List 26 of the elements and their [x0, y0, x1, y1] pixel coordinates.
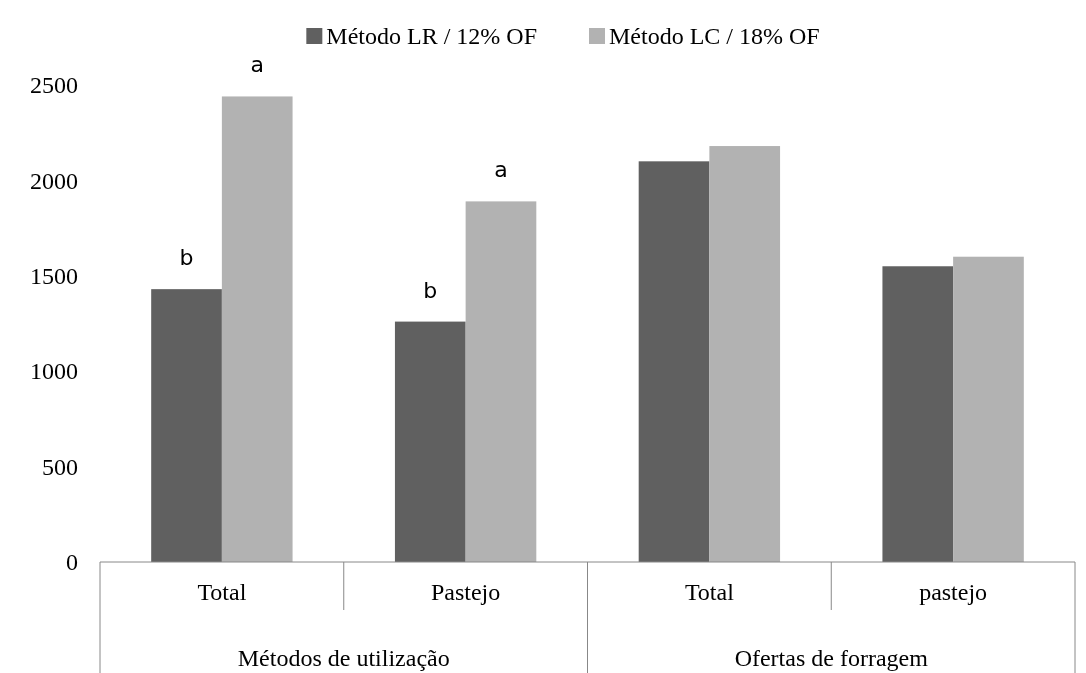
- x-tick-label: pastejo: [919, 579, 988, 605]
- data-label: b: [179, 245, 194, 271]
- text: Ofertas de forragem: [734, 645, 929, 671]
- bar: [394, 321, 466, 562]
- data-label: a: [250, 52, 264, 78]
- data-label: a: [494, 157, 508, 183]
- x-tick-label: Total: [197, 579, 247, 605]
- bar: [953, 256, 1024, 562]
- bar: [151, 289, 222, 562]
- data-label: b: [423, 277, 438, 303]
- y-tick-label: 2500: [30, 72, 78, 99]
- x-tick-label: Total: [684, 579, 735, 605]
- legend-label: Método LR / 12% OF: [326, 23, 537, 49]
- text: Métodos de utilização: [237, 645, 450, 671]
- y-tick-label: 2000: [30, 167, 78, 194]
- bar: [709, 146, 781, 562]
- bar: [221, 96, 293, 562]
- x-tick-label: Pastejo: [430, 579, 501, 605]
- bar: [638, 161, 710, 562]
- y-tick-label: 1500: [30, 262, 78, 289]
- y-tick-label: 500: [42, 453, 78, 480]
- y-tick-label: 0: [66, 549, 78, 576]
- legend-label: Método LC / 18% OF: [609, 23, 820, 49]
- bar: [465, 201, 537, 562]
- y-tick-label: 1000: [30, 358, 78, 385]
- bar: [882, 266, 954, 562]
